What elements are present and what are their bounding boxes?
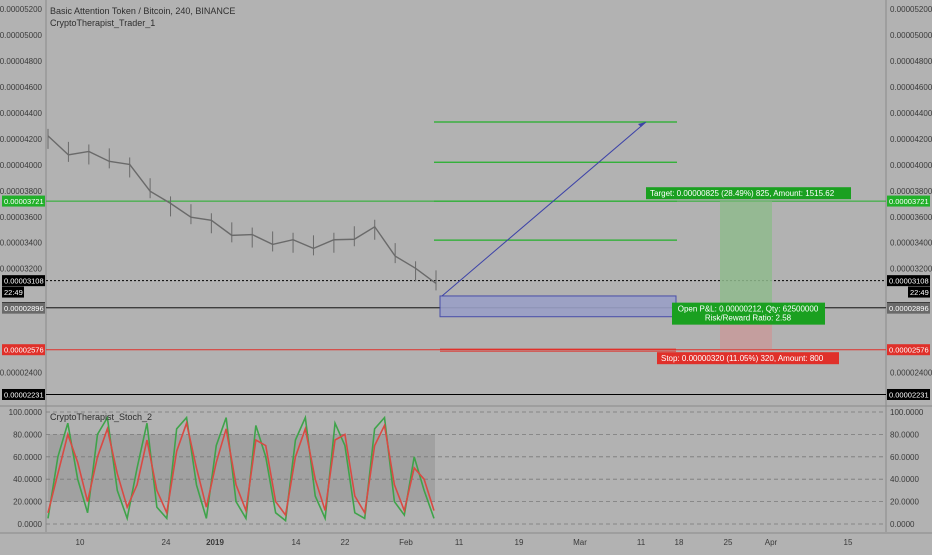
stoch-tick-left: 100.0000 <box>9 408 43 417</box>
price-tick-right: 0.00005000 <box>890 31 932 40</box>
time-tick: 14 <box>292 538 301 547</box>
stoch-tick-right: 60.0000 <box>890 453 919 462</box>
price-tick-right: 0.00002400 <box>890 369 932 378</box>
level-label-left: 0.00003721 <box>4 197 44 206</box>
countdown-right: 22:49 <box>910 288 929 297</box>
price-tick-right: 0.00004000 <box>890 161 932 170</box>
stoch-tick-right: 20.0000 <box>890 498 919 507</box>
target-label: Target: 0.00000825 (28.49%) 825, Amount:… <box>650 189 835 198</box>
time-tick: Mar <box>573 538 587 547</box>
price-line <box>47 135 437 284</box>
time-tick: 11 <box>637 538 646 547</box>
price-tick-left: 0.00004800 <box>0 57 43 66</box>
price-tick-right: 0.00005200 <box>890 5 932 14</box>
countdown-bg-left <box>2 286 24 298</box>
price-tick-left: 0.00004400 <box>0 109 43 118</box>
stoch-band <box>48 434 435 502</box>
price-tick-right: 0.00003400 <box>890 239 932 248</box>
level-label-bg-right <box>887 344 930 356</box>
level-label-bg-left <box>2 195 45 207</box>
stoch-tick-left: 0.0000 <box>18 520 43 529</box>
price-tick-left: 0.00005000 <box>0 31 43 40</box>
level-label-bg-right <box>887 302 930 314</box>
time-tick: 11 <box>455 538 464 547</box>
price-tick-right: 0.00003200 <box>890 265 932 274</box>
price-tick-right: 0.00004200 <box>890 135 932 144</box>
time-tick: 2019 <box>206 538 224 547</box>
time-tick: 22 <box>341 538 350 547</box>
entry-box <box>439 295 677 318</box>
level-label-bg-right <box>887 388 930 400</box>
stoch-tick-right: 0.0000 <box>890 520 915 529</box>
price-tick-left: 0.00003600 <box>0 213 43 222</box>
target-zone <box>720 201 772 308</box>
level-label-left: 0.00002231 <box>4 390 44 399</box>
stop-label: Stop: 0.00000320 (11.05%) 320, Amount: 8… <box>661 354 824 363</box>
stoch-series-2 <box>47 420 435 518</box>
time-tick: 24 <box>162 538 171 547</box>
price-tick-left: 0.00003400 <box>0 239 43 248</box>
level-label-bg-left <box>2 388 45 400</box>
level-label-left: 0.00002896 <box>4 304 44 313</box>
level-label-bg-right <box>887 275 930 287</box>
stoch-tick-left: 40.0000 <box>13 475 42 484</box>
level-label-right: 0.00002231 <box>889 390 929 399</box>
level-label-left: 0.00003108 <box>4 277 44 286</box>
level-label-bg-left <box>2 275 45 287</box>
stoch-tick-left: 60.0000 <box>13 453 42 462</box>
price-tick-left: 0.00002400 <box>0 369 43 378</box>
projection-arrow <box>441 121 647 297</box>
countdown-left: 22:49 <box>4 288 23 297</box>
open-pl-bg <box>672 302 825 325</box>
time-tick: Feb <box>399 538 413 547</box>
stoch-tick-right: 80.0000 <box>890 430 919 439</box>
time-tick: 10 <box>76 538 85 547</box>
time-tick: 19 <box>515 538 524 547</box>
level-label-left: 0.00002576 <box>4 346 44 355</box>
price-tick-right: 0.00004400 <box>890 109 932 118</box>
stoch-tick-left: 20.0000 <box>13 498 42 507</box>
stoch-tick-right: 100.0000 <box>890 408 924 417</box>
level-label-right: 0.00002896 <box>889 304 929 313</box>
stoch-tick-left: 80.0000 <box>13 430 42 439</box>
countdown-bg-right <box>908 286 930 298</box>
stop-label-bg <box>657 352 839 365</box>
price-tick-left: 0.00004200 <box>0 135 43 144</box>
stoch-tick-right: 40.0000 <box>890 475 919 484</box>
price-tick-right: 0.00004600 <box>890 83 932 92</box>
time-tick: 15 <box>844 538 853 547</box>
open-pl-line1: Open P&L: 0.00000212, Qty: 62500000 <box>678 305 819 314</box>
price-tick-left: 0.00003800 <box>0 187 43 196</box>
time-tick: Apr <box>765 538 778 547</box>
level-label-bg-right <box>887 195 930 207</box>
price-tick-right: 0.00004800 <box>890 57 932 66</box>
price-tick-left: 0.00005200 <box>0 5 43 14</box>
level-label-right: 0.00003108 <box>889 277 929 286</box>
level-label-bg-left <box>2 302 45 314</box>
level-label-right: 0.00002576 <box>889 346 929 355</box>
level-label-bg-left <box>2 344 45 356</box>
open-pl-line2: Risk/Reward Ratio: 2.58 <box>705 314 792 323</box>
price-tick-left: 0.00004000 <box>0 161 43 170</box>
price-tick-left: 0.00004600 <box>0 83 43 92</box>
arrow-head <box>638 122 646 128</box>
price-tick-right: 0.00003600 <box>890 213 932 222</box>
time-tick: 18 <box>675 538 684 547</box>
price-tick-left: 0.00003200 <box>0 265 43 274</box>
time-tick: 25 <box>724 538 733 547</box>
level-label-right: 0.00003721 <box>889 197 929 206</box>
target-label-bg <box>646 187 851 200</box>
price-tick-right: 0.00003800 <box>890 187 932 196</box>
